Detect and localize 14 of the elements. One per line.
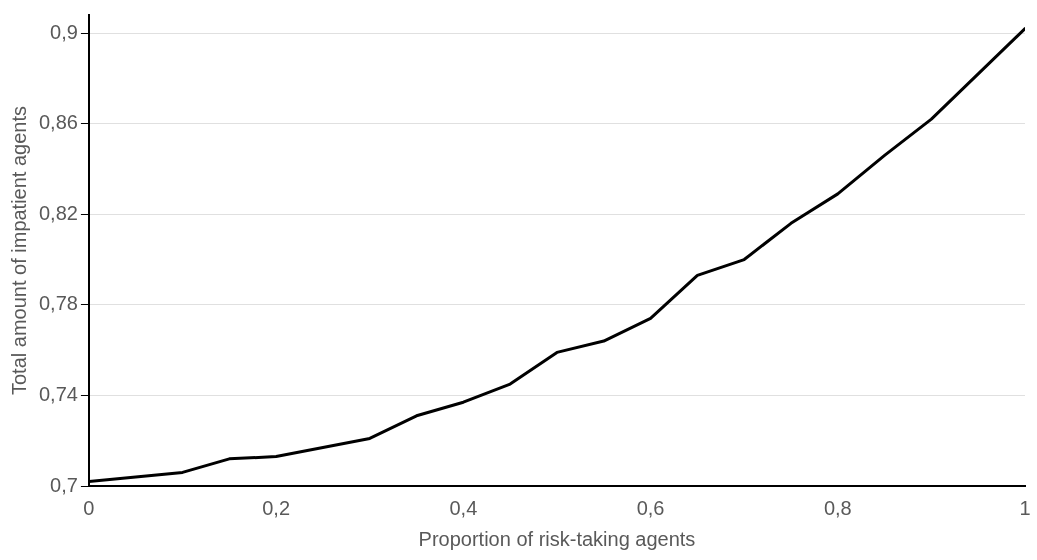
x-tick-label: 0,8 <box>823 496 852 519</box>
y-tick-label: 0,78 <box>38 292 78 315</box>
x-tick-label: 1 <box>1019 496 1031 519</box>
x-axis-title: Proportion of risk-taking agents <box>418 527 696 550</box>
y-tick-label: 0,74 <box>38 382 78 405</box>
x-tick-label: 0 <box>83 496 95 519</box>
y-tick-label: 0,82 <box>38 201 78 224</box>
x-tick-label: 0,6 <box>636 496 665 519</box>
y-tick-label: 0,7 <box>50 473 78 496</box>
y-axis-title: Total amount of impatient agents <box>7 105 30 396</box>
x-tick-label: 0,2 <box>262 496 291 519</box>
x-tick-label: 0,4 <box>449 496 478 519</box>
y-tick-label: 0,86 <box>38 111 78 134</box>
y-tick-label: 0,9 <box>50 20 78 43</box>
